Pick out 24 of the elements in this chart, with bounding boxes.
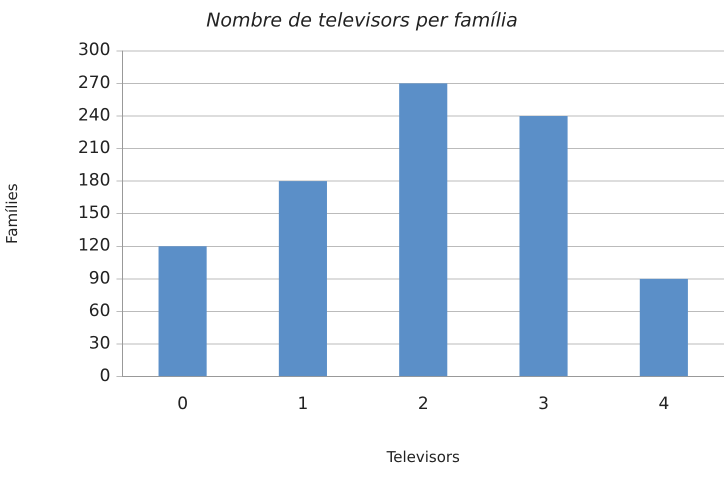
y-tick-label: 180 — [78, 170, 110, 191]
y-tick-label: 150 — [78, 203, 110, 224]
y-tick-label: 210 — [78, 138, 110, 158]
y-tick-label: 60 — [88, 300, 110, 321]
x-tick-label: 2 — [418, 394, 429, 414]
bar — [640, 278, 688, 376]
bar — [519, 116, 568, 376]
y-tick-label: 120 — [78, 236, 110, 256]
bar — [399, 83, 448, 376]
bar — [158, 246, 207, 376]
x-tick-label: 4 — [658, 394, 670, 414]
y-tick-label: 270 — [78, 72, 110, 93]
x-tick-label: 1 — [298, 394, 308, 414]
x-tick-label: 0 — [177, 394, 188, 414]
chart-title: Nombre de televisors per família — [206, 9, 518, 32]
y-tick-label: 0 — [100, 366, 110, 386]
bar — [278, 181, 327, 376]
y-tick-label: 240 — [78, 105, 110, 126]
x-axis-title: Televisors — [386, 448, 460, 466]
x-tick-label: 3 — [538, 394, 549, 414]
y-tick-label: 90 — [88, 268, 110, 288]
y-tick-label: 300 — [78, 40, 110, 60]
y-tick-label: 30 — [88, 333, 110, 354]
y-axis-title: Famílies — [2, 183, 21, 244]
